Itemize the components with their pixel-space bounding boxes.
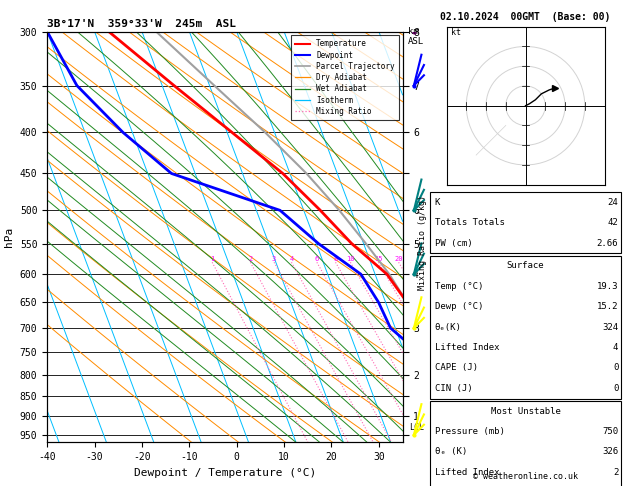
Text: θₑ (K): θₑ (K) (435, 448, 467, 456)
Text: K: K (435, 198, 440, 207)
Text: 2: 2 (248, 256, 252, 262)
Text: 20: 20 (394, 256, 403, 262)
Text: 2: 2 (613, 468, 618, 477)
Text: 02.10.2024  00GMT  (Base: 00): 02.10.2024 00GMT (Base: 00) (440, 12, 610, 22)
Text: Totals Totals: Totals Totals (435, 218, 504, 227)
Text: 0: 0 (613, 364, 618, 372)
Text: 3B°17'N  359°33'W  245m  ASL: 3B°17'N 359°33'W 245m ASL (47, 19, 236, 30)
Text: 326: 326 (602, 448, 618, 456)
Text: kt: kt (450, 28, 460, 36)
Text: Lifted Index: Lifted Index (435, 468, 499, 477)
Text: Most Unstable: Most Unstable (491, 407, 560, 416)
Text: CAPE (J): CAPE (J) (435, 364, 477, 372)
Text: km
ASL: km ASL (408, 27, 424, 46)
Text: © weatheronline.co.uk: © weatheronline.co.uk (473, 472, 577, 481)
Text: 4: 4 (613, 343, 618, 352)
Text: CIN (J): CIN (J) (435, 384, 472, 393)
Text: 15.2: 15.2 (597, 302, 618, 311)
Text: 6: 6 (314, 256, 319, 262)
Text: 0: 0 (613, 384, 618, 393)
Text: Lifted Index: Lifted Index (435, 343, 499, 352)
Text: 3: 3 (272, 256, 276, 262)
Text: Surface: Surface (507, 261, 544, 270)
Text: 19.3: 19.3 (597, 282, 618, 291)
Text: PW (cm): PW (cm) (435, 239, 472, 247)
Text: 324: 324 (602, 323, 618, 331)
Text: 8: 8 (333, 256, 338, 262)
Text: Temp (°C): Temp (°C) (435, 282, 483, 291)
Text: 4: 4 (289, 256, 294, 262)
Text: Dewp (°C): Dewp (°C) (435, 302, 483, 311)
Text: 2.66: 2.66 (597, 239, 618, 247)
Text: 42: 42 (608, 218, 618, 227)
Text: LCL: LCL (409, 423, 425, 432)
Text: Mixing Ratio (g/kg): Mixing Ratio (g/kg) (418, 195, 427, 291)
Text: 1: 1 (210, 256, 214, 262)
Text: 10: 10 (346, 256, 355, 262)
Text: Pressure (mb): Pressure (mb) (435, 427, 504, 436)
Y-axis label: hPa: hPa (4, 227, 14, 247)
Text: 15: 15 (374, 256, 382, 262)
Text: θₑ(K): θₑ(K) (435, 323, 462, 331)
Text: 24: 24 (608, 198, 618, 207)
Legend: Temperature, Dewpoint, Parcel Trajectory, Dry Adiabat, Wet Adiabat, Isotherm, Mi: Temperature, Dewpoint, Parcel Trajectory… (291, 35, 399, 120)
Text: 750: 750 (602, 427, 618, 436)
X-axis label: Dewpoint / Temperature (°C): Dewpoint / Temperature (°C) (134, 468, 316, 478)
